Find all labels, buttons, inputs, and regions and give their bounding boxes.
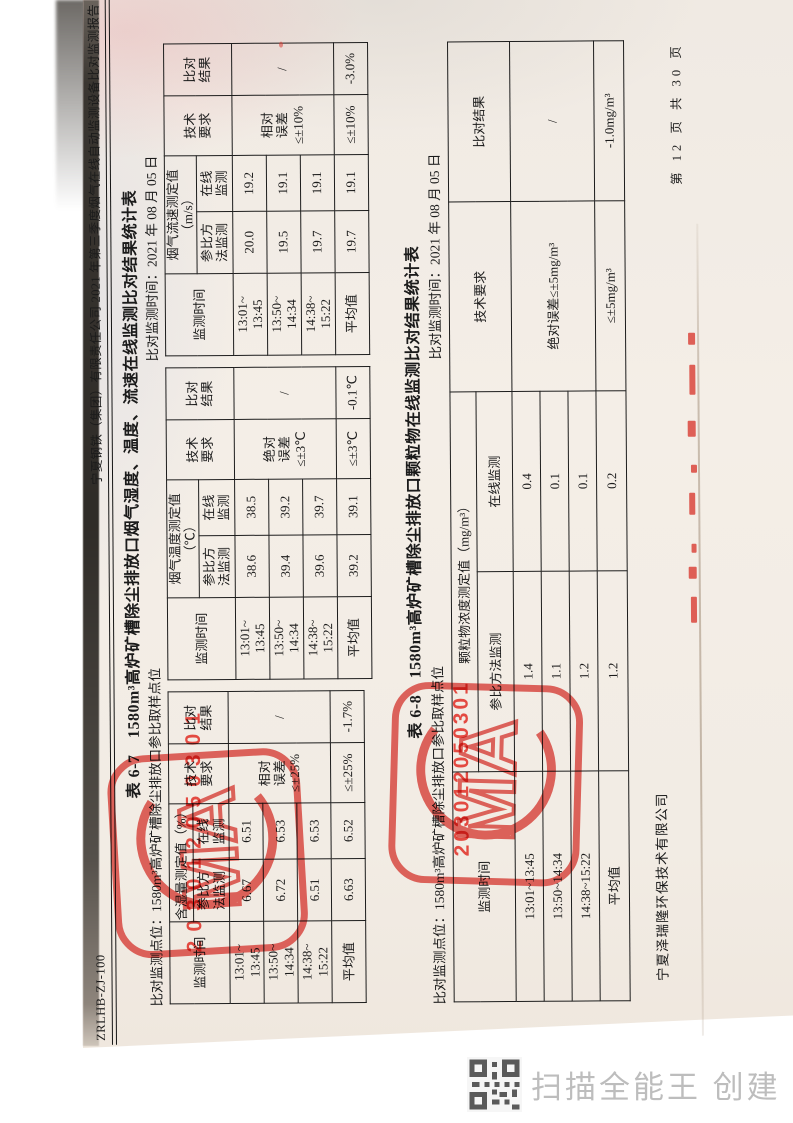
cell-online: 19.1 (265, 154, 301, 212)
cell-online: 19.1 (299, 154, 335, 211)
col-header-time: 监测时间 (167, 597, 236, 680)
cell-avg-label: 平均值 (337, 596, 372, 679)
col-header-tech: 技术 要求 (166, 419, 235, 480)
col-header-result: 比对 结果 (165, 367, 234, 420)
stamp-serial-number: 203012050301 (181, 704, 207, 953)
cell-avg-tech: ≤±5mg/m³ (594, 200, 626, 391)
cell-avg-label: 平均值 (334, 272, 370, 355)
table-row: 13:01~ 13:45 38.6 38.5 绝对 误差 ≤±3℃ / (233, 366, 337, 680)
qr-code-icon (467, 1057, 522, 1112)
document-code: ZRLHB-ZJ-100 (93, 954, 108, 1041)
table-6-7-velocity: 监测时间 烟气流速测定值（m/s） 技术 要求 比对 结果 参比方 法监测 在线… (163, 42, 370, 356)
col-header-time: 监测时间 (165, 273, 234, 356)
table-row-average: 平均值 39.2 39.1 ≤±3℃ -0.1℃ (335, 366, 372, 679)
cell-avg-online: 6.52 (330, 802, 366, 859)
cell-tech-merged: 相对 误差 ≤±10% (231, 94, 334, 156)
col-header-ref: 参比方 法监测 (198, 535, 236, 598)
cell-online: 19.2 (231, 155, 267, 212)
cma-stamp-graphic: MA (107, 748, 308, 959)
rotated-document-wrapper: ZRLHB-ZJ-100 宁夏钢铁（集团）有限责任公司 2021 年第三季度烟气… (86, 0, 791, 1048)
paper-sheet (83, 0, 793, 1048)
stamp-serial-number: 203012050301 (449, 680, 474, 857)
col-header-result: 比对结果 (447, 41, 511, 202)
col-header-result: 比对 结果 (163, 43, 232, 96)
cma-stamp: MA (103, 743, 313, 962)
cell-time: 13:01~ 13:45 (232, 273, 268, 356)
scan-edge-shadow (83, 0, 99, 1046)
cma-stamp: MA (384, 678, 587, 889)
cell-online: 0.4 (511, 391, 542, 572)
cell-avg-tech: ≤±3℃ (335, 418, 371, 479)
cell-avg-ref: 1.2 (597, 570, 629, 771)
col-header-online: 在线监测 (475, 391, 514, 572)
document-content: ZRLHB-ZJ-100 宁夏钢铁（集团）有限责任公司 2021 年第三季度烟气… (79, 0, 791, 1045)
cell-avg-online: 19.1 (333, 154, 369, 211)
cell-time: 14:38~ 15:22 (303, 596, 338, 679)
monitor-time-label: 比对监测时间：2021 年 08 月 05 日 (426, 153, 444, 360)
cell-result-merged: / (231, 42, 334, 96)
cell-ref: 39.6 (302, 534, 338, 597)
cell-time: 14:38~ 15:22 (300, 272, 336, 355)
cell-ref: 20.0 (232, 211, 267, 274)
table-row-average: 平均值 1.2 0.2 ≤±5mg/m³ -1.0mg/m³ (593, 40, 631, 1001)
monitor-time-label: 比对监测时间：2021 年 08 月 05 日 (143, 155, 161, 362)
cma-ma-letters: MA (161, 784, 257, 913)
cell-online: 38.5 (234, 479, 269, 536)
cma-stamp-graphic: MA (388, 682, 584, 887)
table-row-average: 平均值 19.7 19.1 ≤±10% -3.0% (333, 42, 370, 355)
cell-avg-label: 平均值 (331, 920, 367, 1003)
cell-result-merged: / (233, 366, 336, 420)
cell-online: 39.7 (302, 478, 337, 535)
cell-avg-result: -1.7% (330, 690, 365, 743)
page-number: 第 12 页 共 30 页 (669, 42, 685, 185)
param-header: 烟气流速测定值（m/s） (164, 155, 197, 274)
param-header: 烟气温度测定值（℃） (166, 479, 200, 598)
cell-avg-label: 平均值 (598, 770, 631, 1001)
cell-avg-result: -3.0% (333, 42, 368, 95)
cell-avg-online: 0.2 (595, 390, 628, 571)
company-name: 宁夏泽瑞隆环保技术有限公司 (654, 792, 671, 982)
cell-avg-ref: 19.7 (334, 210, 369, 273)
camscanner-watermark: 扫描全能王 创建 (531, 1070, 781, 1105)
col-header-ref: 参比方 法监测 (196, 211, 233, 274)
ink-speck (278, 41, 284, 48)
scan-shadow-top (56, 0, 85, 210)
col-header-tech: 技术要求 (448, 201, 512, 392)
cell-result-merged: / (509, 40, 595, 202)
cell-avg-result: -1.0mg/m³ (593, 40, 625, 201)
cell-avg-ref: 39.2 (336, 534, 372, 597)
table-row: 13:01~ 13:45 20.0 19.2 相对 误差 ≤±10% / (231, 42, 334, 356)
cell-time: 13:01~ 13:45 (235, 597, 270, 680)
cell-avg-online: 39.1 (336, 478, 371, 535)
cell-ref: 19.5 (266, 210, 301, 274)
cell-ref: 39.4 (268, 534, 304, 598)
report-title: 宁夏钢铁（集团）有限责任公司 2021 年第三季度烟气在线自动监测设备比对监测报… (86, 3, 105, 486)
cell-avg-result: -0.1℃ (335, 366, 370, 419)
table-row-average: 平均值 6.63 6.52 ≤±25% -1.7% (330, 690, 367, 1003)
cell-tech-merged: 绝对 误差 ≤±3℃ (233, 418, 337, 480)
col-header-online: 在线 监测 (195, 155, 233, 212)
cell-online: 0.1 (567, 390, 598, 572)
col-header-online: 在线 监测 (198, 479, 235, 536)
cell-result-merged: / (228, 690, 331, 744)
cell-avg-tech: ≤±25% (330, 742, 365, 803)
cell-ref: 38.6 (234, 535, 270, 598)
cell-time: 13:50~ 14:34 (269, 596, 304, 680)
cell-online: 39.2 (268, 478, 303, 536)
stamp-edge-marks (686, 323, 700, 623)
cell-ref: 19.7 (300, 210, 335, 273)
cell-tech-merged: 绝对误差≤±5mg/m³ (510, 200, 596, 392)
cell-time: 13:50~ 14:34 (266, 272, 302, 356)
cell-avg-ref: 6.63 (331, 858, 366, 921)
cma-ma-letters: MA (441, 717, 533, 843)
col-header-tech: 技术 要求 (163, 95, 232, 156)
cell-avg-tech: ≤±10% (333, 94, 368, 155)
cell-online: 0.1 (539, 391, 570, 572)
table-6-7-temperature: 监测时间 烟气温度测定值（℃） 技术 要求 比对 结果 参比方 法监测 在线 监… (165, 366, 372, 680)
